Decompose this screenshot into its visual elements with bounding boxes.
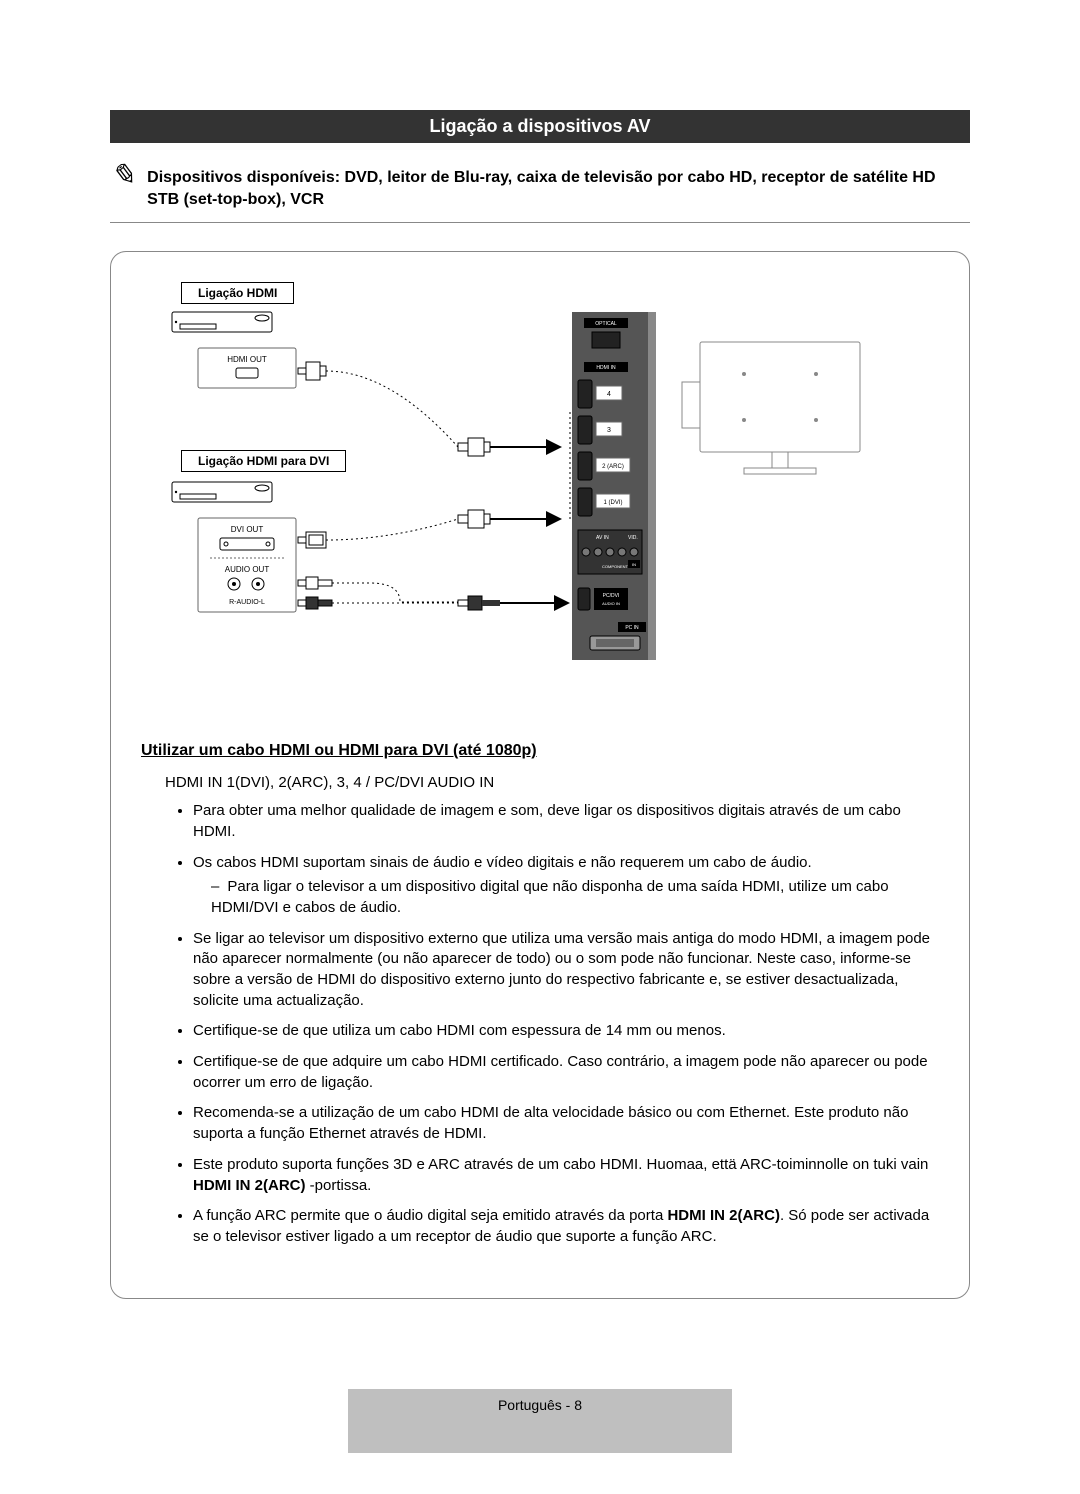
page-footer: Português - 8 [110, 1389, 970, 1453]
svg-text:PC/DVI: PC/DVI [603, 593, 620, 599]
hdmi-out-label: HDMI OUT [227, 355, 267, 364]
bullet-6: Recomenda-se a utilização de um cabo HDM… [193, 1103, 943, 1144]
bullet-8b: HDMI IN 2(ARC) [667, 1207, 780, 1224]
svg-text:AUDIO IN: AUDIO IN [602, 601, 620, 606]
bullet-7: Este produto suporta funções 3D e ARC at… [193, 1155, 943, 1196]
r-audio-l-label: R-AUDIO-L [229, 599, 265, 606]
note-icon: ✎ [110, 161, 135, 191]
bullet-1: Para obter uma melhor qualidade de image… [193, 801, 943, 842]
bullet-8: A função ARC permite que o áudio digital… [193, 1206, 943, 1247]
diagram-svg: HDMI OUT [137, 282, 943, 702]
bullet-7a: Este produto suporta funções 3D e ARC at… [193, 1156, 928, 1173]
tv-port-4: 4 [607, 391, 611, 398]
bullet-7b: HDMI IN 2(ARC) [193, 1177, 306, 1194]
dvi-out-label: DVI OUT [231, 525, 264, 534]
bullet-2-text: Os cabos HDMI suportam sinais de áudio e… [193, 854, 812, 871]
tv-port-2: 2 (ARC) [602, 464, 624, 470]
bullet-2: Os cabos HDMI suportam sinais de áudio e… [193, 853, 943, 919]
devices-heading: Dispositivos disponíveis: DVD, leitor de… [147, 167, 970, 210]
tv-port-1: 1 (DVI) [603, 500, 622, 506]
audio-out-label: AUDIO OUT [225, 565, 270, 574]
tv-avin-label: AV IN [596, 535, 609, 541]
content-box: Ligação HDMI Ligação HDMI para DVI [110, 251, 970, 1298]
page-number: Português - 8 [348, 1389, 732, 1453]
section-header: Ligação a dispositivos AV [110, 110, 970, 143]
tv-vid-label: VID. [628, 535, 638, 541]
port-identifier-line: HDMI IN 1(DVI), 2(ARC), 3, 4 / PC/DVI AU… [165, 774, 943, 791]
tv-optical-label: OPTICAL [595, 321, 617, 327]
tv-port-3: 3 [607, 427, 611, 434]
instruction-list: Para obter uma melhor qualidade de image… [173, 801, 943, 1247]
subheading: Utilizar um cabo HDMI ou HDMI para DVI (… [141, 742, 943, 760]
bullet-2-sub: Para ligar o televisor a um dispositivo … [211, 877, 943, 918]
bullet-5: Certifique-se de que adquire um cabo HDM… [193, 1052, 943, 1093]
tv-in-label: IN [632, 562, 636, 567]
bullet-8a: A função ARC permite que o áudio digital… [193, 1207, 667, 1224]
bullet-3: Se ligar ao televisor um dispositivo ext… [193, 929, 943, 1012]
tv-hdmi-in-label: HDMI IN [596, 365, 616, 371]
bullet-4: Certifique-se de que utiliza um cabo HDM… [193, 1021, 943, 1042]
devices-heading-row: ✎ Dispositivos disponíveis: DVD, leitor … [110, 167, 970, 223]
tv-component-label: COMPONENT [602, 564, 629, 569]
tv-pcin-label: PC IN [625, 625, 639, 631]
bullet-7c: -portissa. [306, 1177, 372, 1194]
connection-diagram: Ligação HDMI Ligação HDMI para DVI [137, 282, 943, 702]
